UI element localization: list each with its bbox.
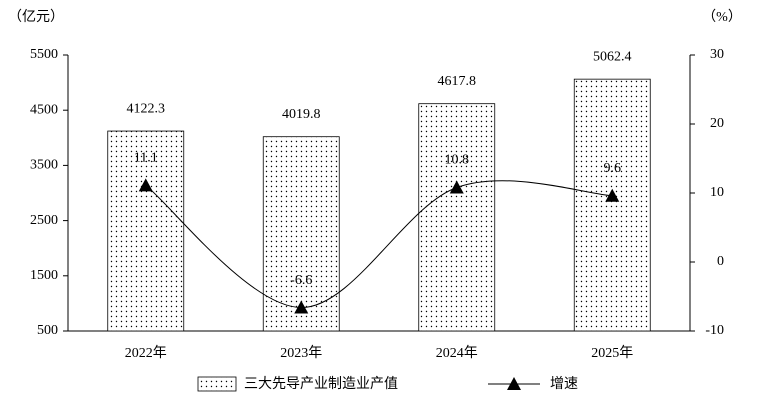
line-value-label: 11.1 bbox=[134, 151, 158, 166]
y-tick-label: 5500 bbox=[30, 47, 58, 62]
line-marker bbox=[605, 188, 620, 202]
bar bbox=[107, 130, 185, 332]
y-tick-label: 4500 bbox=[30, 102, 58, 117]
y2-tick-label: 0 bbox=[717, 254, 724, 269]
bar-value-label: 5062.4 bbox=[593, 49, 632, 64]
y2-tick-label: 10 bbox=[710, 185, 724, 200]
y2-tick-label: 30 bbox=[710, 47, 724, 62]
x-tick-label: 2023年 bbox=[280, 345, 322, 361]
legend-label: 增速 bbox=[550, 376, 578, 392]
bar bbox=[573, 78, 651, 332]
legend-marker bbox=[507, 377, 521, 390]
x-tick-label: 2022年 bbox=[125, 345, 167, 361]
y-tick-label: 2500 bbox=[30, 213, 58, 228]
line bbox=[145, 180, 613, 309]
bar bbox=[262, 136, 340, 332]
bar-value-label: 4019.8 bbox=[282, 107, 321, 122]
legend-label: 三大先导产业制造业产值 bbox=[244, 376, 398, 392]
line-value-label: -6.6 bbox=[290, 273, 312, 288]
y2-axis-label: （%） bbox=[702, 9, 742, 25]
bar-value-label: 4122.3 bbox=[127, 101, 166, 116]
bar bbox=[418, 103, 496, 332]
y2-tick-label: 20 bbox=[710, 116, 724, 131]
bar-value-label: 4617.8 bbox=[438, 74, 477, 89]
y-tick-label: 1500 bbox=[30, 268, 58, 283]
x-tick-label: 2025年 bbox=[591, 345, 633, 361]
legend-swatch bbox=[197, 376, 237, 392]
x-tick-label: 2024年 bbox=[436, 345, 478, 361]
y-tick-label: 3500 bbox=[30, 158, 58, 173]
line-marker bbox=[449, 180, 464, 194]
y-axis-label: （亿元） bbox=[8, 9, 64, 25]
line-value-label: 9.6 bbox=[604, 161, 622, 176]
line-marker bbox=[138, 178, 153, 192]
y-tick-label: 500 bbox=[37, 323, 58, 338]
line-value-label: 10.8 bbox=[445, 153, 470, 168]
line-marker bbox=[294, 300, 309, 314]
y2-tick-label: -10 bbox=[705, 323, 724, 338]
